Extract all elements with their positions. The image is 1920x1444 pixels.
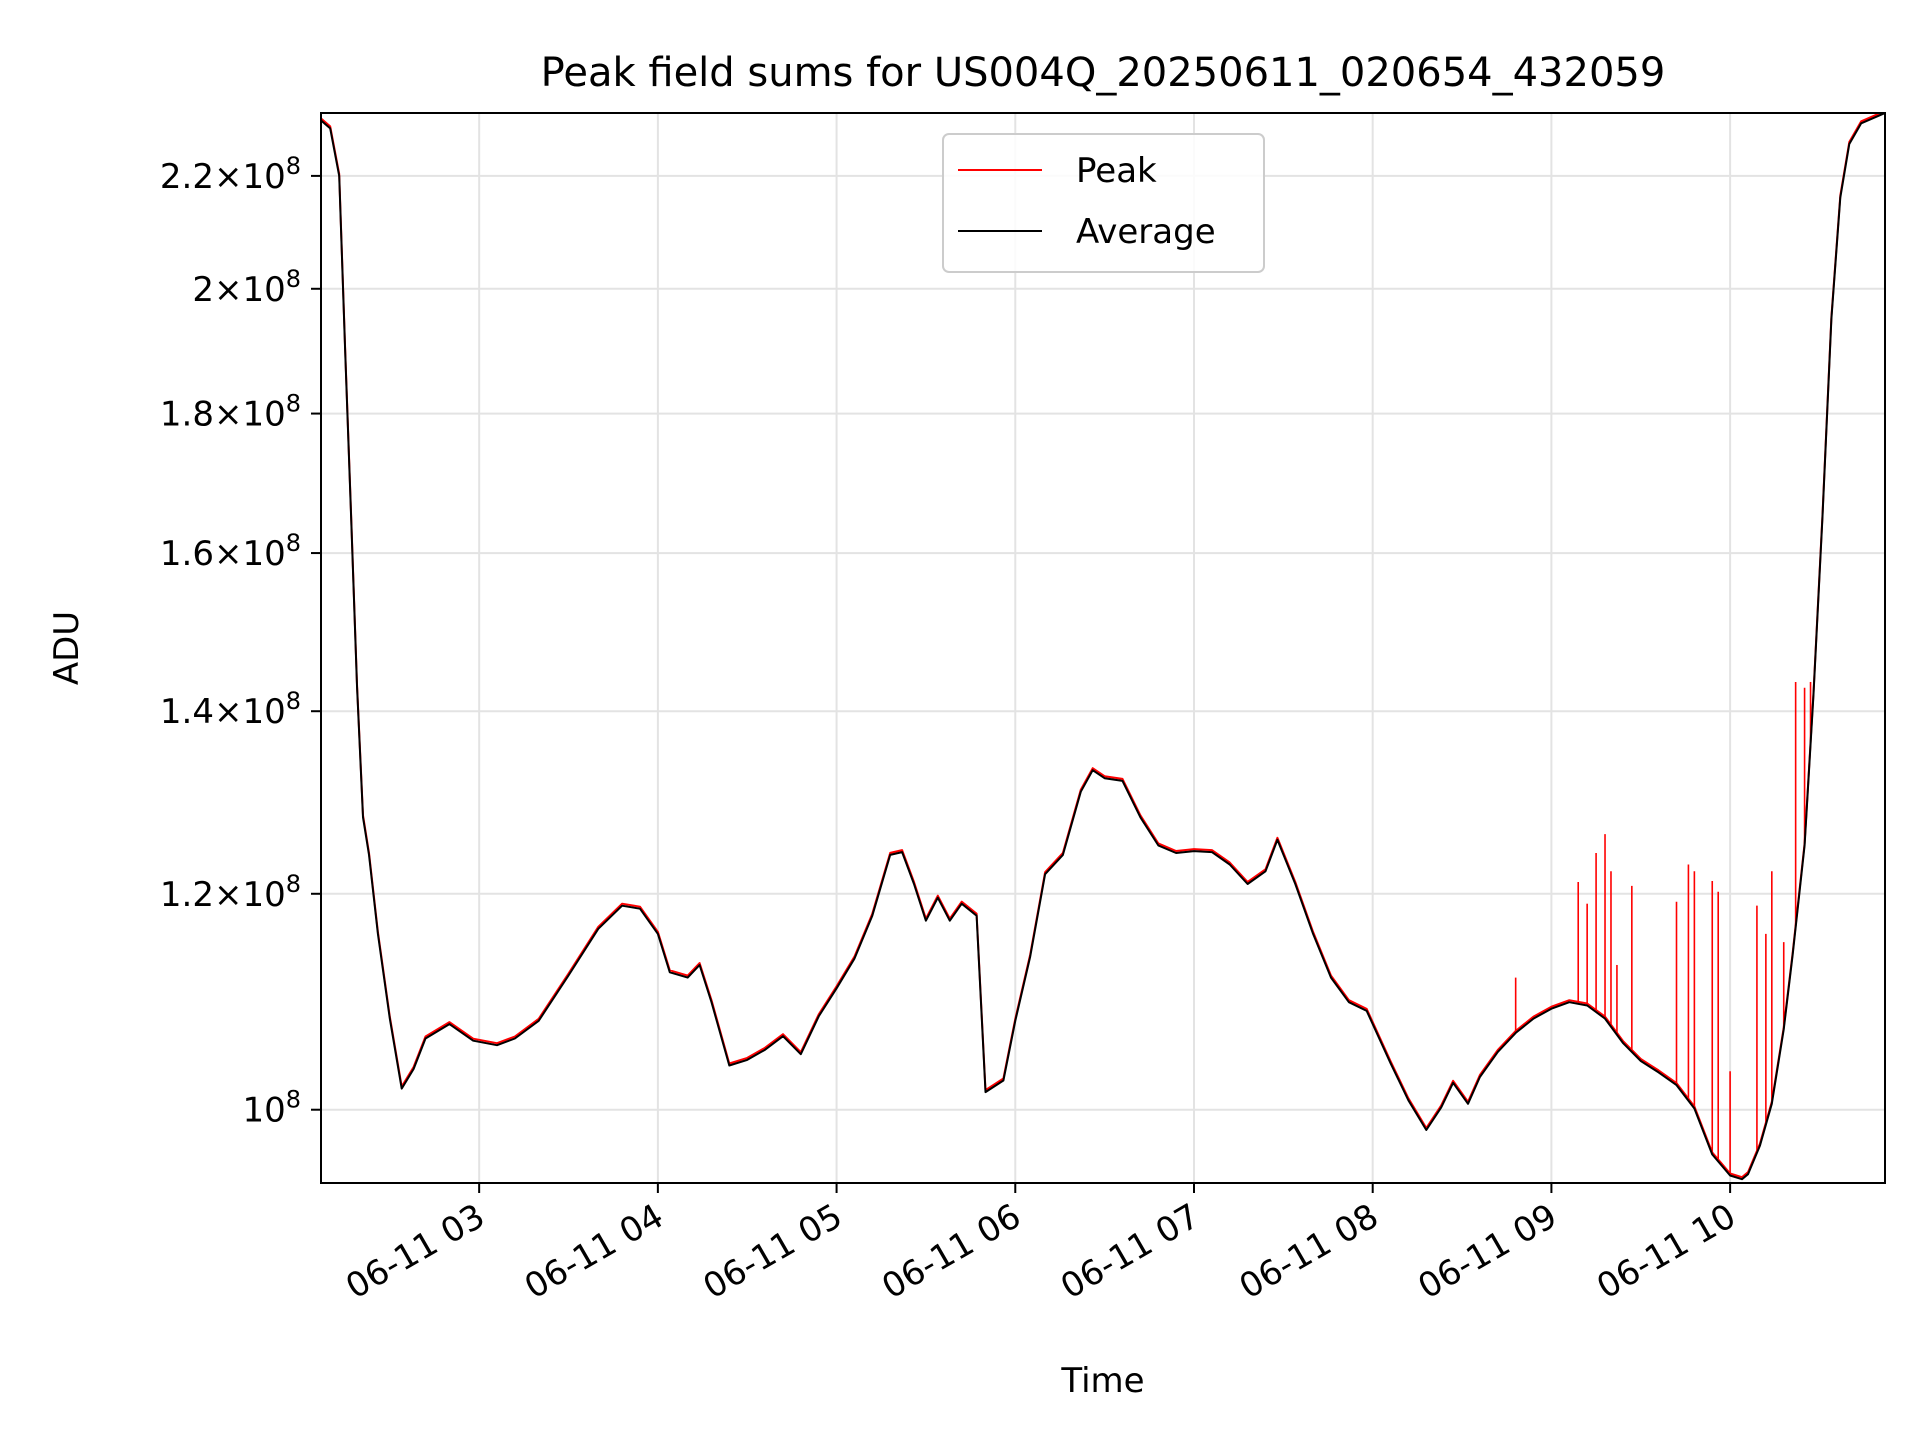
chart-title: Peak field sums for US004Q_20250611_0206… <box>541 50 1666 96</box>
x-axis-label: Time <box>1060 1361 1144 1401</box>
y-tick-label: 1.4×108 <box>160 687 301 732</box>
plot-series <box>321 113 1885 1181</box>
x-axis-ticks: 06-11 03 06-11 04 06-11 05 06-11 06 06-11 07… <box>339 1183 1743 1307</box>
x-tick-label: 06-11 04 <box>518 1196 670 1307</box>
y-tick-label: 2.2×108 <box>160 152 301 197</box>
x-tick-label: 06-11 10 <box>1590 1196 1742 1307</box>
grid-lines <box>321 113 1885 1183</box>
x-tick-label: 06-11 08 <box>1233 1196 1385 1307</box>
y-tick-label: 1.8×108 <box>160 390 301 435</box>
legend-label-peak: Peak <box>1076 151 1157 191</box>
y-axis-ticks: 108 1.2×108 1.4×108 1.6×108 1.8×108 2×108 2.2×… <box>160 152 321 1131</box>
legend: Peak Average <box>942 133 1265 273</box>
x-tick-label: 06-11 06 <box>875 1196 1027 1307</box>
legend-label-average: Average <box>1076 212 1216 252</box>
x-tick-label: 06-11 09 <box>1412 1196 1564 1307</box>
x-tick-label: 06-11 03 <box>339 1196 491 1307</box>
average-series-line <box>321 113 1885 1181</box>
y-tick-label: 1.6×108 <box>160 529 301 574</box>
x-tick-label: 06-11 07 <box>1054 1196 1206 1307</box>
legend-box <box>942 133 1265 273</box>
y-tick-label: 1.2×108 <box>160 870 301 915</box>
y-tick-label: 2×108 <box>192 265 301 310</box>
y-axis-label: ADU <box>47 611 87 685</box>
plot-frame <box>320 112 1886 1184</box>
y-tick-label: 108 <box>242 1086 301 1131</box>
x-tick-label: 06-11 05 <box>697 1196 849 1307</box>
